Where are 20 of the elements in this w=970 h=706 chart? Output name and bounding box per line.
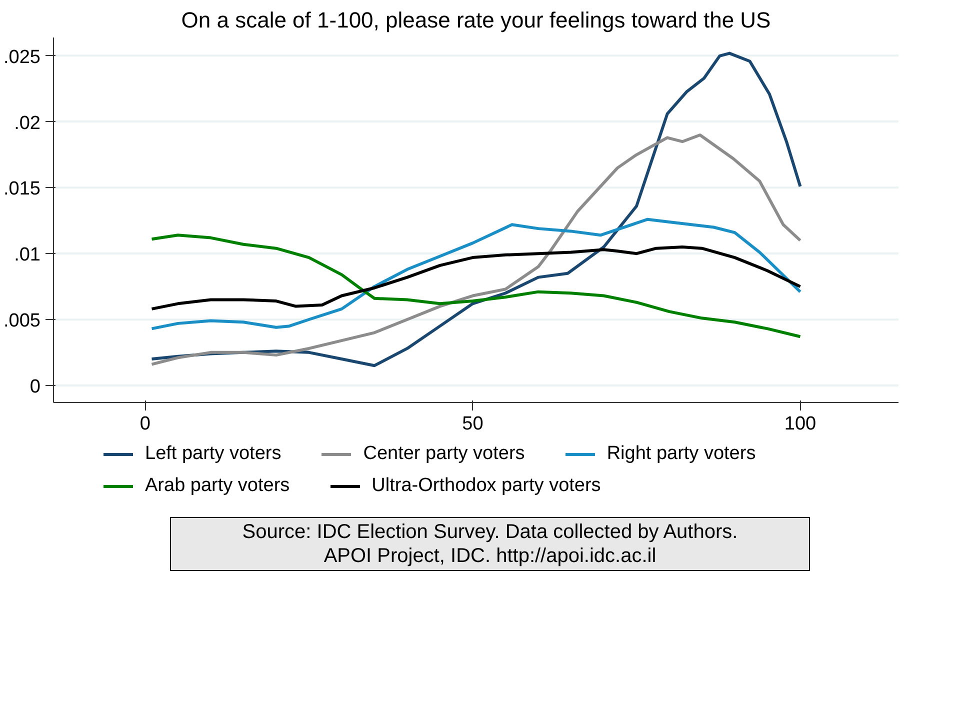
y-tick-label: .005	[4, 310, 41, 332]
legend-label: Ultra-Orthodox party voters	[372, 475, 601, 497]
y-tick-label: .015	[4, 178, 41, 200]
y-tick-label: 0	[30, 376, 41, 398]
x-tick-label: 100	[784, 414, 816, 434]
chart-title: On a scale of 1-100, please rate your feelings toward the US	[181, 8, 771, 32]
legend-label: Left party voters	[145, 443, 282, 465]
y-tick-label: .025	[4, 46, 41, 68]
legend-label: Center party voters	[363, 443, 525, 465]
y-tick-label: .01	[14, 244, 41, 266]
x-tick-label: 0	[140, 414, 150, 434]
y-tick-label: .02	[14, 112, 41, 134]
line-series	[150, 134, 802, 366]
source-note: Source: IDC Election Survey. Data collected by Authors. APOI Project, IDC. http://apoi.idc.ac.il	[242, 520, 738, 568]
x-tick-label: 50	[462, 414, 484, 434]
line-series	[150, 234, 802, 338]
line-series	[150, 218, 802, 330]
legend-label: Right party voters	[606, 443, 756, 465]
legend-label: Arab party voters	[145, 475, 290, 497]
line-series	[150, 246, 802, 310]
